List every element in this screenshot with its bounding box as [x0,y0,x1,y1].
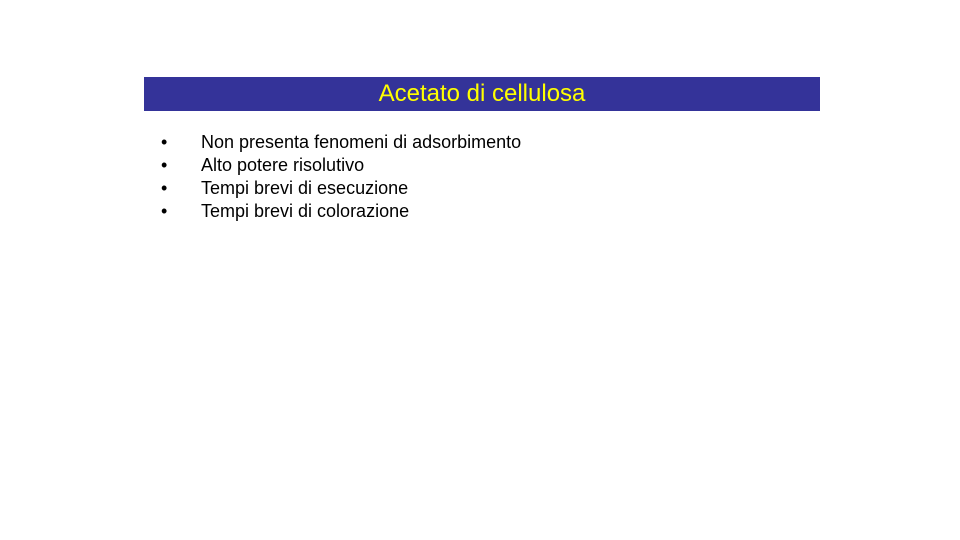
bullet-symbol: • [155,177,201,200]
bullet-item: •Tempi brevi di colorazione [155,200,875,223]
bullet-list: •Non presenta fenomeni di adsorbimento•A… [155,131,875,223]
bullet-symbol: • [155,131,201,154]
bullet-item: •Alto potere risolutivo [155,154,875,177]
bullet-symbol: • [155,154,201,177]
bullet-text: Tempi brevi di colorazione [201,200,875,223]
bullet-text: Alto potere risolutivo [201,154,875,177]
bullet-item: •Non presenta fenomeni di adsorbimento [155,131,875,154]
slide: Acetato di cellulosa •Non presenta fenom… [0,0,960,540]
bullet-symbol: • [155,200,201,223]
slide-title: Acetato di cellulosa [379,80,586,108]
title-bar: Acetato di cellulosa [144,77,820,111]
bullet-text: Tempi brevi di esecuzione [201,177,875,200]
bullet-text: Non presenta fenomeni di adsorbimento [201,131,875,154]
bullet-item: •Tempi brevi di esecuzione [155,177,875,200]
